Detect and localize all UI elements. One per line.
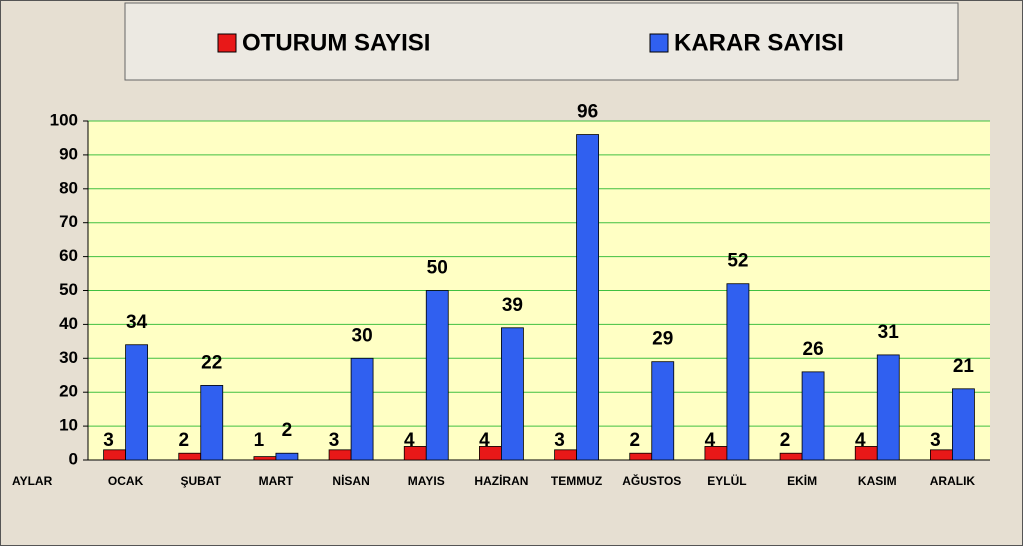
y-tick-label: 10 [59, 416, 78, 435]
bar [726, 283, 750, 461]
data-label: 4 [705, 430, 716, 451]
data-label: 1 [254, 430, 265, 451]
data-label: 22 [201, 352, 222, 373]
data-label: 52 [727, 251, 748, 272]
y-tick-label: 20 [59, 382, 78, 401]
y-tick-label: 70 [59, 212, 78, 231]
data-label: 29 [652, 329, 673, 350]
bar [576, 134, 599, 461]
bar [554, 449, 577, 461]
legend-box [124, 2, 959, 81]
bar [200, 385, 224, 461]
bar [178, 452, 202, 461]
bar [103, 449, 126, 461]
legend-swatch [217, 33, 237, 53]
x-tick-label: NİSAN [332, 473, 369, 488]
data-label: 2 [780, 430, 791, 451]
data-label: 31 [878, 322, 900, 343]
x-tick-label: TEMMUZ [551, 474, 602, 488]
legend-label: KARAR SAYISI [674, 29, 844, 56]
x-tick-label: OCAK [108, 474, 144, 488]
y-tick-label: 100 [50, 110, 78, 129]
data-label: 3 [329, 430, 340, 451]
bar [779, 452, 803, 461]
x-tick-label: KASIM [858, 474, 897, 488]
x-tick-label: MART [259, 474, 294, 488]
bar [125, 344, 148, 461]
data-label: 30 [352, 325, 373, 346]
bar [350, 357, 374, 461]
x-tick-label: HAZİRAN [474, 473, 528, 488]
bar [425, 290, 449, 461]
data-label: 21 [953, 356, 975, 377]
y-tick-label: 40 [59, 314, 78, 333]
x-tick-label: ŞUBAT [181, 474, 222, 488]
bar [952, 388, 975, 461]
data-label: 4 [479, 430, 490, 451]
data-label: 2 [629, 430, 640, 451]
data-label: 26 [803, 339, 824, 360]
data-label: 2 [178, 430, 189, 451]
bar [876, 354, 900, 461]
bar [275, 452, 299, 461]
data-label: 34 [126, 312, 148, 333]
y-tick-label: 0 [69, 449, 78, 468]
y-tick-label: 50 [59, 280, 78, 299]
data-label: 4 [404, 430, 415, 451]
y-tick-label: 90 [59, 144, 78, 163]
x-tick-label: EKİM [787, 473, 817, 488]
x-tick-label: ARALIK [930, 474, 976, 488]
legend-label: OTURUM SAYISI [242, 29, 430, 56]
bar [930, 449, 953, 461]
y-tick-label: 30 [59, 348, 78, 367]
data-label: 39 [502, 295, 523, 316]
x-tick-label: AĞUSTOS [622, 473, 681, 488]
x-axis-label: AYLAR [12, 474, 53, 488]
data-label: 96 [577, 102, 598, 123]
x-tick-label: EYLÜL [707, 473, 746, 488]
bar [651, 361, 675, 461]
bar [253, 456, 277, 461]
data-label: 3 [930, 430, 941, 451]
legend-swatch [649, 33, 669, 53]
bar [801, 371, 825, 461]
bar [501, 327, 524, 461]
y-tick-label: 60 [59, 246, 78, 265]
bar [328, 449, 352, 461]
bar [629, 452, 653, 461]
x-tick-label: MAYIS [408, 474, 445, 488]
data-label: 50 [427, 258, 448, 279]
y-tick-label: 80 [59, 178, 78, 197]
data-label: 4 [855, 430, 866, 451]
data-label: 3 [554, 430, 565, 451]
data-label: 3 [103, 430, 114, 451]
data-label: 2 [282, 420, 293, 441]
